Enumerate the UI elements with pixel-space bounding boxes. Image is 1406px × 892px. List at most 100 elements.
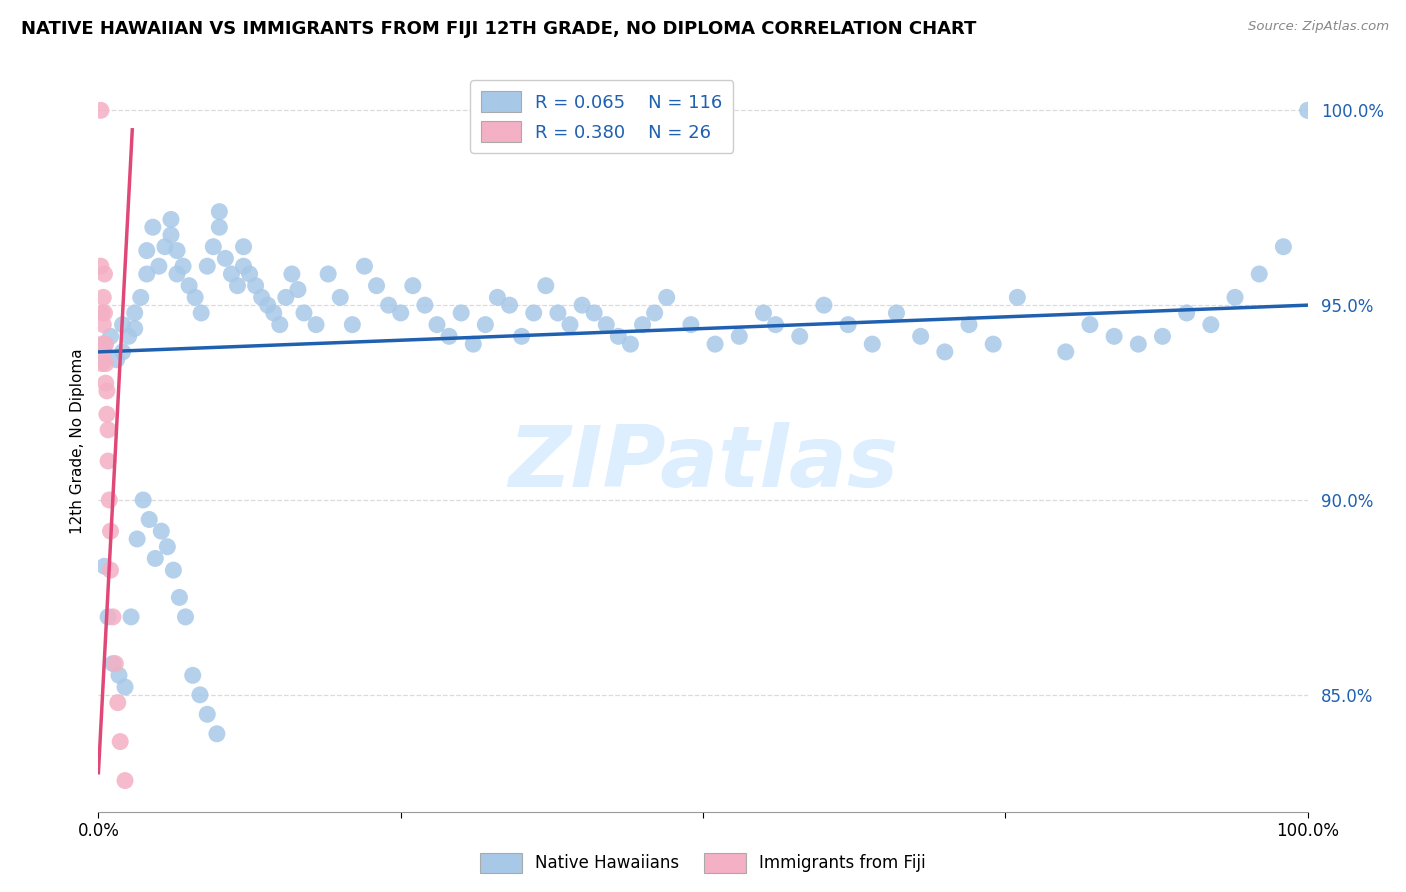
Point xyxy=(127,532,149,546)
Text: Source: ZipAtlas.com: Source: ZipAtlas.com xyxy=(1249,20,1389,33)
Point xyxy=(91,345,114,359)
Point xyxy=(583,306,606,320)
Point xyxy=(263,306,285,320)
Point xyxy=(208,220,231,235)
Point xyxy=(166,267,188,281)
Point xyxy=(269,318,291,332)
Point xyxy=(108,668,131,682)
Point xyxy=(752,306,775,320)
Point xyxy=(114,680,136,694)
Point xyxy=(184,290,207,304)
Point xyxy=(93,267,115,281)
Point xyxy=(129,290,152,304)
Point xyxy=(90,259,112,273)
Point xyxy=(1249,267,1271,281)
Point xyxy=(679,318,702,332)
Point xyxy=(142,220,165,235)
Point xyxy=(172,259,194,273)
Point xyxy=(96,384,118,398)
Point xyxy=(190,306,212,320)
Point xyxy=(256,298,278,312)
Point xyxy=(631,318,654,332)
Point xyxy=(886,306,908,320)
Point xyxy=(226,278,249,293)
Point xyxy=(728,329,751,343)
Point xyxy=(107,696,129,710)
Point xyxy=(118,851,141,865)
Point xyxy=(135,244,157,258)
Point xyxy=(1223,290,1246,304)
Point xyxy=(547,306,569,320)
Point xyxy=(463,337,485,351)
Point xyxy=(813,298,835,312)
Point xyxy=(353,259,375,273)
Point xyxy=(101,657,124,671)
Point xyxy=(100,524,122,538)
Point xyxy=(342,318,364,332)
Point xyxy=(250,290,273,304)
Point xyxy=(97,454,120,468)
Point xyxy=(402,278,425,293)
Point xyxy=(105,352,128,367)
Point xyxy=(174,610,197,624)
Point xyxy=(910,329,932,343)
Point xyxy=(1128,337,1150,351)
Point xyxy=(981,337,1004,351)
Point xyxy=(607,329,630,343)
Point xyxy=(166,244,188,258)
Point xyxy=(486,290,509,304)
Point xyxy=(120,610,142,624)
Legend: R = 0.065    N = 116, R = 0.380    N = 26: R = 0.065 N = 116, R = 0.380 N = 26 xyxy=(470,80,734,153)
Point xyxy=(1054,345,1077,359)
Point xyxy=(450,306,472,320)
Point xyxy=(1152,329,1174,343)
Point xyxy=(1007,290,1029,304)
Text: ZIPatlas: ZIPatlas xyxy=(508,422,898,505)
Point xyxy=(316,267,339,281)
Point xyxy=(644,306,666,320)
Point xyxy=(934,345,956,359)
Point xyxy=(1078,318,1101,332)
Point xyxy=(150,524,173,538)
Text: NATIVE HAWAIIAN VS IMMIGRANTS FROM FIJI 12TH GRADE, NO DIPLOMA CORRELATION CHART: NATIVE HAWAIIAN VS IMMIGRANTS FROM FIJI … xyxy=(21,20,976,37)
Point xyxy=(595,318,617,332)
Point xyxy=(91,290,114,304)
Point xyxy=(90,103,112,118)
Point xyxy=(221,267,243,281)
Point xyxy=(957,318,980,332)
Point xyxy=(239,267,262,281)
Point xyxy=(765,318,787,332)
Point xyxy=(274,290,297,304)
Point xyxy=(188,688,211,702)
Point xyxy=(389,306,412,320)
Point xyxy=(124,321,146,335)
Point xyxy=(292,306,315,320)
Point xyxy=(704,337,727,351)
Point xyxy=(619,337,641,351)
Point xyxy=(96,407,118,421)
Point xyxy=(195,259,218,273)
Point xyxy=(498,298,520,312)
Point xyxy=(437,329,460,343)
Point xyxy=(789,329,811,343)
Point xyxy=(534,278,557,293)
Legend: Native Hawaiians, Immigrants from Fiji: Native Hawaiians, Immigrants from Fiji xyxy=(474,847,932,880)
Point xyxy=(111,345,134,359)
Point xyxy=(156,540,179,554)
Point xyxy=(1296,103,1319,118)
Point xyxy=(93,559,115,574)
Point xyxy=(94,357,117,371)
Point xyxy=(91,318,114,332)
Point xyxy=(160,227,183,242)
Point xyxy=(138,512,160,526)
Point xyxy=(214,252,236,266)
Point xyxy=(160,212,183,227)
Point xyxy=(100,563,122,577)
Point xyxy=(1272,240,1295,254)
Point xyxy=(97,423,120,437)
Point xyxy=(232,240,254,254)
Point xyxy=(245,278,267,293)
Point xyxy=(162,563,184,577)
Point xyxy=(124,306,146,320)
Point xyxy=(655,290,678,304)
